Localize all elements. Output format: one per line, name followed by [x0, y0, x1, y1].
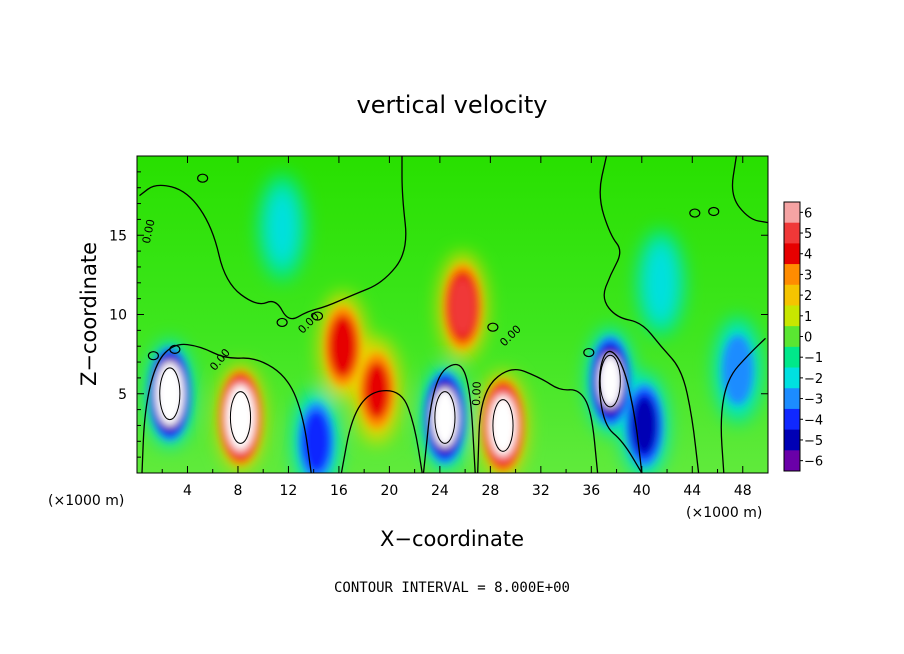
colorbar-swatch [784, 429, 800, 451]
x-tick-label: 4 [183, 483, 192, 499]
updraft-level [328, 315, 357, 378]
x-axis-ticks: 4 8 12 16 20 24 28 32 36 40 44 48 [161, 156, 752, 499]
x-tick-label: 16 [330, 483, 348, 499]
updraft-level [489, 395, 517, 455]
small-contour-loop [487, 322, 499, 332]
small-contour-loop [276, 317, 288, 328]
colorbar: 6 5 4 3 2 1 0 −1 −2 −3 −4 −5 −6 [783, 201, 823, 472]
colorbar-swatch [784, 408, 800, 431]
colorbar-label: −4 [804, 413, 823, 428]
colorbar-label: 3 [804, 268, 812, 283]
x-tick-label: 20 [380, 483, 398, 499]
small-contour-loop [169, 344, 181, 354]
colorbar-label: −2 [804, 372, 823, 387]
colorbar-swatch [784, 326, 800, 348]
velocity-field-core [149, 265, 754, 473]
x-tick-label: 48 [734, 483, 752, 499]
colorbar-swatch [784, 284, 800, 306]
small-contour-loop [311, 311, 324, 321]
small-contour-loop [197, 173, 209, 183]
colorbar-swatch [784, 305, 800, 327]
y-axis-label: Z−coordinate [77, 242, 101, 386]
plot-area: 0.000.000.000.000.00 [137, 156, 768, 473]
y-axis-ticks: 5 10 15 [109, 171, 768, 458]
zero-contour-line [720, 337, 766, 473]
x-tick-label: 8 [233, 483, 242, 499]
colorbar-swatch [784, 450, 800, 472]
x-unit-left: (×1000 m) [48, 493, 124, 509]
colorbar-swatch [784, 367, 800, 389]
colorbar-swatch [784, 264, 800, 286]
contour-value-label: 0.00 [470, 381, 484, 406]
colorbar-label: 1 [804, 310, 812, 325]
colorbar-swatch [784, 243, 800, 265]
colorbar-label: −1 [804, 351, 823, 366]
zero-contour-line [340, 389, 423, 473]
contour-interval-note: CONTOUR INTERVAL = 8.000E+00 [334, 580, 570, 596]
updraft-level [364, 362, 390, 419]
colorbar-label: 0 [804, 331, 812, 346]
colorbar-label: −6 [804, 455, 823, 470]
contour-value-label: 0.00 [140, 218, 158, 245]
y-tick-label: 5 [118, 387, 127, 403]
colorbar-label: −3 [804, 393, 823, 408]
core-contour [159, 367, 181, 421]
small-contour-loop [583, 347, 595, 358]
core-contour [434, 391, 456, 444]
downdraft-level [722, 335, 754, 405]
colorbar-label: 4 [804, 248, 812, 263]
colorbar-swatch [784, 222, 800, 244]
colorbar-swatch [784, 388, 800, 410]
zero-contours [139, 156, 768, 473]
updraft-level [449, 277, 476, 336]
downdraft-level [155, 361, 185, 426]
zero-contour-line [599, 156, 700, 473]
small-contour-loop [147, 351, 160, 361]
colorbar-label: −5 [804, 434, 823, 449]
small-contour-loop [689, 208, 701, 218]
downdraft-level [431, 388, 459, 447]
colorbar-label: 6 [804, 206, 812, 221]
zero-contour-line [141, 343, 312, 473]
zero-contour-line [422, 363, 476, 473]
small-contour-loop [708, 206, 720, 217]
downdraft-level [598, 354, 622, 408]
zero-contour-line [731, 156, 768, 224]
core-contour [492, 399, 514, 452]
core-contour [229, 391, 252, 444]
colorbar-label: 5 [804, 227, 812, 242]
x-tick-label: 12 [280, 483, 298, 499]
updraft-level [226, 385, 255, 450]
core-contour [599, 354, 621, 408]
y-tick-label: 10 [109, 308, 127, 324]
downdraft-level [265, 190, 299, 265]
colorbar-swatch [784, 202, 800, 224]
zero-contour-line [139, 156, 407, 320]
chart-title: vertical velocity [357, 91, 548, 119]
x-tick-label: 36 [582, 483, 600, 499]
y-tick-label: 15 [109, 228, 127, 244]
colorbar-swatch [784, 346, 800, 368]
x-tick-label: 32 [532, 483, 550, 499]
x-axis-label: X−coordinate [380, 527, 524, 551]
colorbar-label: 2 [804, 289, 812, 304]
x-tick-label: 44 [683, 483, 701, 499]
x-unit-right: (×1000 m) [686, 505, 762, 521]
x-tick-label: 40 [633, 483, 651, 499]
downdraft-level [642, 242, 679, 324]
zero-contour-line [477, 369, 599, 473]
x-tick-label: 24 [431, 483, 449, 499]
zero-contour-line [598, 350, 643, 473]
x-tick-label: 28 [481, 483, 499, 499]
